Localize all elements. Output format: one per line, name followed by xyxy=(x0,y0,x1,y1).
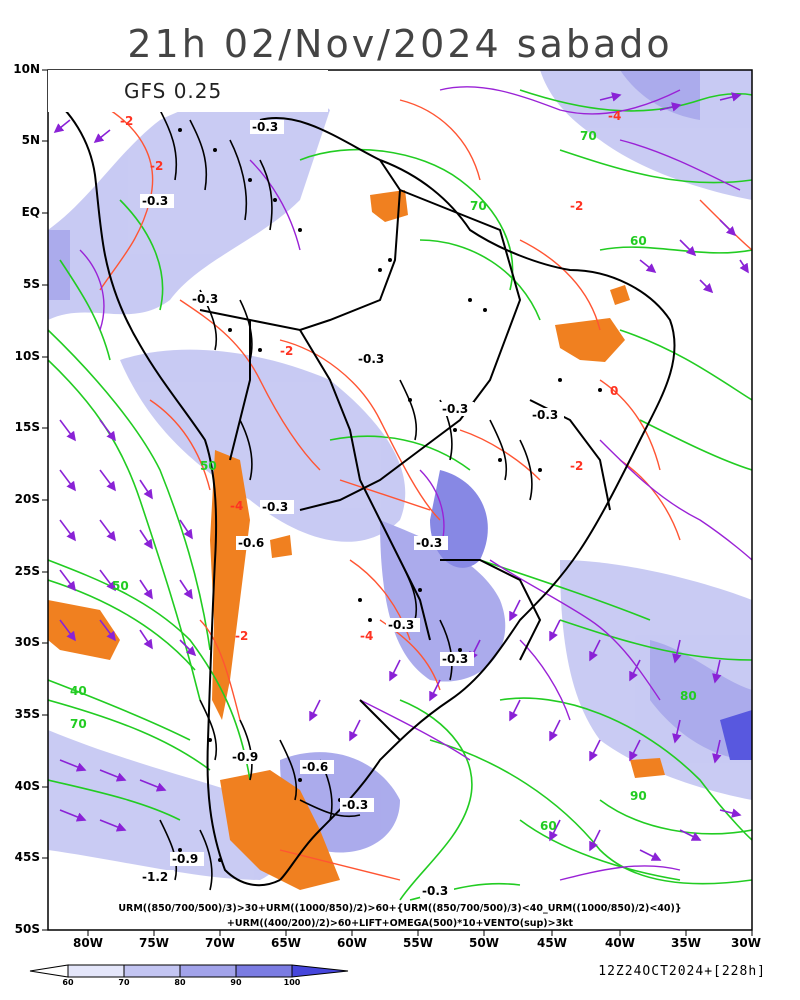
lon-label: 40W xyxy=(605,936,635,950)
lift-label: -2 xyxy=(235,629,248,643)
humidity-label: 70 xyxy=(580,129,597,143)
lon-label: 60W xyxy=(337,936,367,950)
lat-label: 25S xyxy=(14,564,40,578)
lat-label: 15S xyxy=(14,420,40,434)
omega-contours xyxy=(159,109,533,891)
lift-label: -4 xyxy=(360,629,373,643)
humidity-label: 50 xyxy=(200,459,217,473)
humidity-label: 70 xyxy=(470,199,487,213)
humidity-label: 40 xyxy=(70,684,87,698)
wind-vectors xyxy=(53,92,749,861)
lift-label: 0 xyxy=(610,384,618,398)
lon-label: 70W xyxy=(205,936,235,950)
lat-label: EQ xyxy=(21,205,40,219)
colorbar xyxy=(29,964,349,978)
humidity-label: 60 xyxy=(630,234,647,248)
model-label-box: GFS 0.25 xyxy=(48,70,328,112)
coastlines xyxy=(48,94,676,887)
humidity-labels: 70 80 90 60 50 40 50 70 70 60 xyxy=(70,129,697,833)
lift-label: -4 xyxy=(608,109,621,123)
axis-ticks xyxy=(42,69,753,936)
lon-label: 50W xyxy=(469,936,499,950)
lift-label: -2 xyxy=(120,114,133,128)
omega-label: -0.3 xyxy=(532,408,558,422)
colorbar-label: 90 xyxy=(230,978,242,987)
colorbar-label: 60 xyxy=(62,978,74,987)
upper-humidity-contours xyxy=(79,86,752,881)
lat-label: 5S xyxy=(23,277,40,291)
omega-label: -0.6 xyxy=(302,760,328,774)
omega-label: -0.3 xyxy=(422,884,448,898)
omega-label: -0.3 xyxy=(252,120,278,134)
humidity-label: 80 xyxy=(680,689,697,703)
lat-label: 40S xyxy=(14,779,40,793)
lon-label: 55W xyxy=(403,936,433,950)
colorbar-label: 80 xyxy=(174,978,186,987)
lift-label: -2 xyxy=(570,459,583,473)
omega-label: -0.3 xyxy=(442,652,468,666)
omega-label: -0.9 xyxy=(232,750,258,764)
lift-label: -4 xyxy=(230,499,243,513)
omega-label: -0.3 xyxy=(388,618,414,632)
lat-label: 20S xyxy=(14,492,40,506)
humidity-label: 50 xyxy=(112,579,129,593)
lift-labels: -2 -4 -2 -2 -2 -4 -4 0 -2 -2 xyxy=(120,109,621,643)
omega-label: -0.3 xyxy=(342,798,368,812)
map-title: 21h 02/Nov/2024 sabado xyxy=(127,22,673,66)
omega-dots xyxy=(178,128,602,862)
lat-label: 10N xyxy=(13,62,40,76)
lon-label: 80W xyxy=(73,936,103,950)
omega-label: -0.3 xyxy=(142,194,168,208)
lat-label: 35S xyxy=(14,707,40,721)
contour-labels: 70 80 90 60 50 40 50 70 70 60 -2 -4 -2 -… xyxy=(70,109,697,898)
colorbar-segment xyxy=(123,964,181,978)
humidity-shading xyxy=(48,70,752,880)
omega-label: -0.3 xyxy=(262,500,288,514)
lat-label: 5N xyxy=(21,133,40,147)
omega-label: -1.2 xyxy=(142,870,168,884)
lat-label: 30S xyxy=(14,635,40,649)
colorbar-segment xyxy=(235,964,293,978)
model-label: GFS 0.25 xyxy=(124,79,223,103)
lon-label: 65W xyxy=(271,936,301,950)
formula-line-2: +URM((400/200)/2)>60+LIFT+OMEGA(500)*10+… xyxy=(226,918,574,929)
lat-label: 10S xyxy=(14,349,40,363)
lift-label: -2 xyxy=(150,159,163,173)
lon-label: 75W xyxy=(139,936,169,950)
run-info: 12Z24OCT2024+[228h] xyxy=(598,964,766,979)
colorbar-segment xyxy=(179,964,237,978)
lift-label: -2 xyxy=(280,344,293,358)
lon-label: 45W xyxy=(537,936,567,950)
colorbar-label: 70 xyxy=(118,978,130,987)
lift-label: -2 xyxy=(570,199,583,213)
omega-label: -0.3 xyxy=(442,402,468,416)
colorbar-label: 100 xyxy=(283,978,301,987)
omega-label: -0.9 xyxy=(172,852,198,866)
lon-label: 35W xyxy=(671,936,701,950)
humidity-label: 60 xyxy=(540,819,557,833)
colorbar-segment xyxy=(67,964,125,978)
humidity-label: 70 xyxy=(70,717,87,731)
omega-label: -0.6 xyxy=(238,536,264,550)
lon-label: 30W xyxy=(731,936,761,950)
omega-labels: -0.3 -0.3 -0.3 -0.3 -0.3 -0.3 -0.6 -0.3 … xyxy=(140,120,564,898)
humidity-label: 90 xyxy=(630,789,647,803)
formula-line-1: URM((850/700/500)/3)>30+URM((1000/850)/2… xyxy=(50,903,750,914)
lat-label: 45S xyxy=(14,850,40,864)
lat-label: 50S xyxy=(14,922,40,936)
omega-label: -0.3 xyxy=(192,292,218,306)
omega-label: -0.3 xyxy=(416,536,442,550)
omega-label: -0.3 xyxy=(358,352,384,366)
